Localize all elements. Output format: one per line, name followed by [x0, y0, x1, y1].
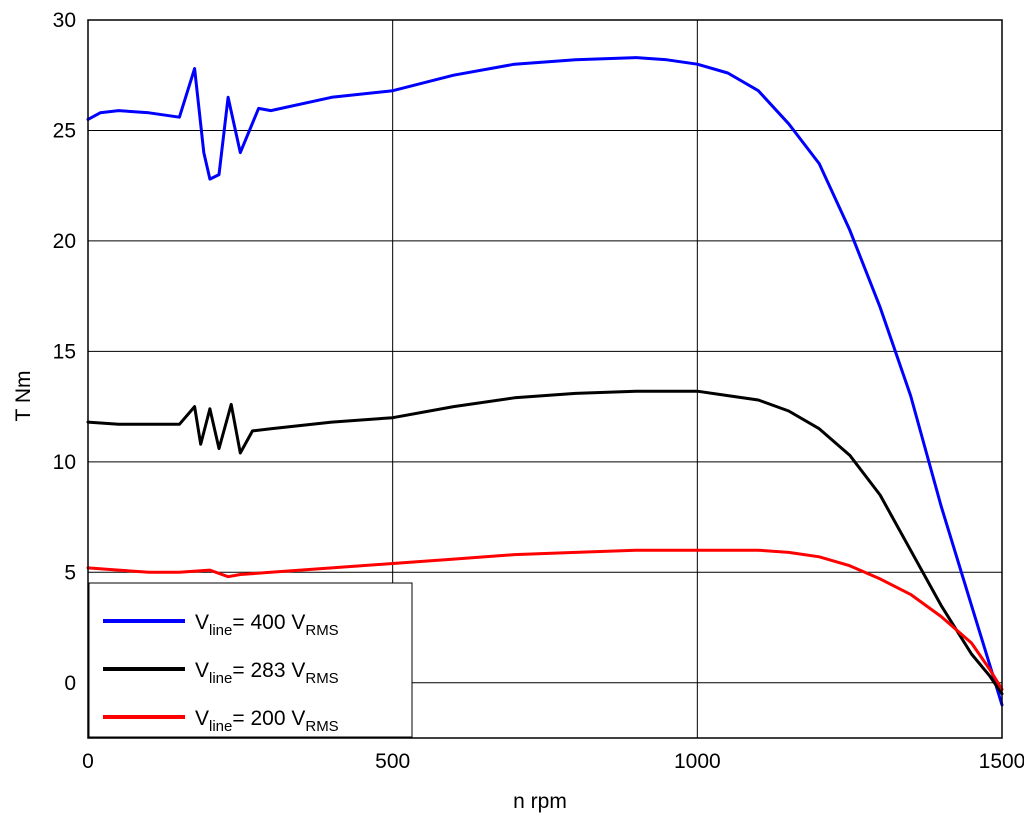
x-tick-label: 1500 — [979, 750, 1024, 773]
x-tick-label: 500 — [375, 750, 410, 773]
y-axis-label: T Nm — [12, 371, 35, 422]
legend-entry-label: Vline= 200 VRMS — [195, 707, 339, 735]
plot-area-frame — [87, 19, 1003, 739]
y-tick-label: 10 — [53, 451, 76, 474]
y-tick-label: 5 — [64, 561, 76, 584]
series-lines — [86, 56, 1004, 707]
tick-labels: 0 500 1000 1500 0 5 10 15 20 25 30 — [53, 9, 1024, 773]
y-tick-label: 30 — [53, 9, 76, 32]
x-tick-label: 0 — [82, 750, 94, 773]
legend-box — [88, 582, 413, 738]
series-line-2 — [86, 389, 1004, 696]
legend-entry-label: Vline= 400 VRMS — [195, 611, 339, 639]
legend: Vline= 400 VRMS Vline= 283 VRMS Vline= 200… — [88, 582, 413, 738]
y-tick-label: 15 — [53, 340, 76, 363]
x-axis-label: n rpm — [513, 790, 567, 813]
y-tick-label: 20 — [53, 230, 76, 253]
y-tick-label: 25 — [53, 119, 76, 142]
x-tick-label: 1000 — [674, 750, 721, 773]
series-line-3 — [86, 548, 1004, 691]
legend-entry-label: Vline= 283 VRMS — [195, 659, 339, 687]
series-line-1 — [86, 56, 1004, 707]
y-tick-label: 0 — [64, 672, 76, 695]
